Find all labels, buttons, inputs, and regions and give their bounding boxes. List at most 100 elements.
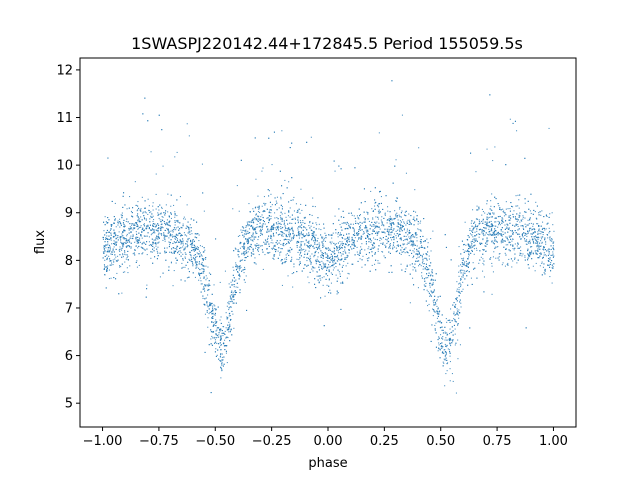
- data-point: [248, 203, 250, 205]
- data-point: [393, 236, 395, 238]
- data-point: [390, 217, 392, 219]
- data-point: [329, 248, 331, 250]
- data-point: [286, 243, 288, 245]
- data-point: [542, 257, 544, 259]
- data-point: [423, 289, 425, 291]
- data-point: [429, 284, 431, 286]
- data-point: [482, 238, 484, 240]
- data-point: [162, 165, 164, 167]
- data-point: [501, 240, 503, 242]
- data-point: [221, 369, 223, 371]
- data-point: [492, 212, 494, 214]
- data-point: [509, 208, 511, 210]
- data-point: [318, 282, 320, 284]
- data-point: [346, 254, 348, 256]
- data-point: [261, 224, 263, 226]
- data-point: [127, 259, 129, 261]
- data-point: [353, 241, 355, 243]
- data-point: [161, 226, 163, 228]
- data-point: [432, 300, 434, 302]
- data-point: [293, 234, 295, 236]
- data-point: [228, 300, 230, 302]
- data-point: [521, 235, 523, 237]
- data-point: [440, 322, 442, 324]
- data-point: [455, 298, 457, 300]
- data-point: [445, 345, 447, 347]
- data-point: [457, 339, 459, 341]
- data-point: [180, 252, 182, 254]
- data-point: [507, 262, 509, 264]
- data-point: [522, 233, 524, 235]
- data-point: [441, 329, 443, 331]
- data-point: [483, 264, 485, 266]
- data-point: [317, 279, 319, 281]
- data-point: [400, 216, 402, 218]
- data-point: [372, 229, 374, 231]
- data-point: [512, 245, 514, 247]
- data-point: [538, 225, 540, 227]
- data-point: [430, 250, 432, 252]
- data-point: [470, 222, 472, 224]
- data-point: [267, 229, 269, 231]
- data-point: [225, 336, 227, 338]
- data-point: [189, 251, 191, 253]
- data-point: [186, 235, 188, 237]
- data-point: [530, 222, 532, 224]
- data-point: [406, 243, 408, 245]
- data-point: [117, 222, 119, 224]
- data-point: [251, 221, 253, 223]
- data-point: [205, 275, 207, 277]
- data-point: [374, 205, 376, 207]
- data-point: [284, 212, 286, 214]
- data-point: [482, 249, 484, 251]
- data-point: [481, 243, 483, 245]
- data-point: [313, 240, 315, 242]
- data-point: [135, 204, 137, 206]
- data-point: [432, 282, 434, 284]
- data-point: [174, 214, 176, 216]
- data-point: [396, 212, 398, 214]
- data-point: [129, 228, 131, 230]
- data-point: [494, 225, 496, 227]
- data-point: [346, 277, 348, 279]
- data-point: [456, 300, 458, 302]
- data-point: [331, 255, 333, 257]
- data-point: [298, 232, 300, 234]
- data-point: [298, 208, 300, 210]
- data-point: [393, 233, 395, 235]
- data-point: [273, 131, 275, 133]
- data-point: [444, 332, 446, 334]
- data-point: [394, 210, 396, 212]
- data-point: [396, 229, 398, 231]
- data-point: [234, 294, 236, 296]
- data-point: [258, 226, 260, 228]
- data-point: [515, 218, 517, 220]
- data-point: [280, 196, 282, 198]
- data-point: [382, 242, 384, 244]
- data-point: [283, 245, 285, 247]
- data-point: [135, 237, 137, 239]
- data-point: [422, 263, 424, 265]
- data-point: [166, 219, 168, 221]
- data-point: [540, 245, 542, 247]
- data-point: [324, 266, 326, 268]
- data-point: [337, 232, 339, 234]
- data-point: [383, 224, 385, 226]
- data-point: [219, 329, 221, 331]
- data-point: [353, 228, 355, 230]
- data-point: [103, 248, 105, 250]
- data-point: [269, 229, 271, 231]
- data-point: [333, 267, 335, 269]
- data-point: [289, 251, 291, 253]
- data-point: [435, 332, 437, 334]
- data-point: [134, 249, 136, 251]
- data-point: [195, 256, 197, 258]
- data-point: [243, 269, 245, 271]
- data-point: [551, 267, 553, 269]
- data-point: [522, 253, 524, 255]
- data-point: [335, 256, 337, 258]
- data-point: [112, 250, 114, 252]
- data-point: [346, 256, 348, 258]
- data-point: [394, 165, 396, 167]
- data-point: [473, 227, 475, 229]
